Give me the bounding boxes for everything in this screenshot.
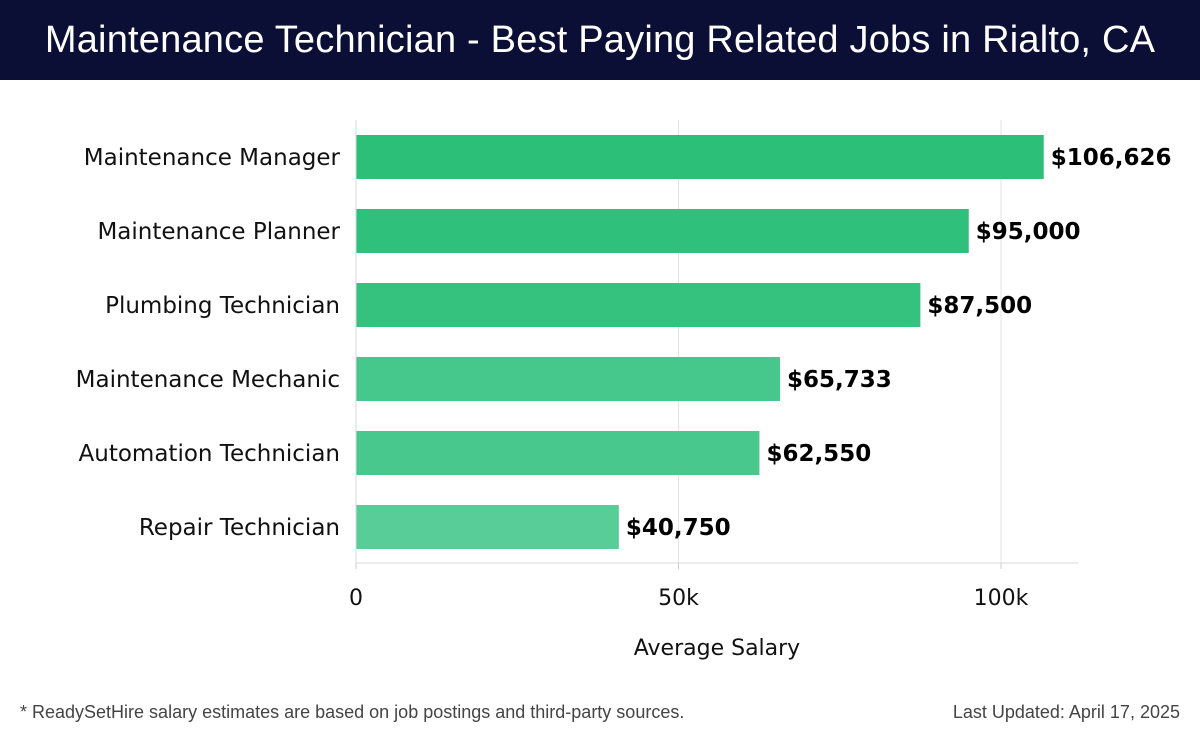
- bar-4: [356, 431, 760, 475]
- footer-note: * ReadySetHire salary estimates are base…: [20, 702, 685, 722]
- last-updated: Last Updated: April 17, 2025: [952, 702, 1180, 722]
- axis-layer: 0 50k 100k Average Salary Maintenance Manage…: [76, 120, 1172, 661]
- bar-0: [356, 135, 1044, 179]
- category-label: Maintenance Mechanic: [76, 367, 340, 393]
- page-title: Maintenance Technician - Best Paying Rel…: [44, 18, 1156, 61]
- category-label: Automation Technician: [79, 441, 340, 467]
- header-banner: Maintenance Technician - Best Paying Rel…: [0, 0, 1200, 80]
- category-label: Repair Technician: [139, 515, 340, 541]
- category-label: Maintenance Planner: [97, 219, 340, 245]
- x-tick-label: 0: [349, 586, 363, 611]
- bar-5: [356, 505, 619, 549]
- bar-1: [356, 209, 969, 253]
- bar-2: [356, 283, 921, 327]
- x-tick-label: 100k: [974, 586, 1029, 611]
- value-label: $95,000: [976, 219, 1081, 245]
- category-label: Plumbing Technician: [105, 293, 340, 319]
- category-label: Maintenance Manager: [84, 145, 341, 171]
- value-label: $62,550: [766, 441, 871, 467]
- bar-layer: [356, 135, 1044, 549]
- bar-3: [356, 357, 780, 401]
- bar-chart: 0 50k 100k Average Salary Maintenance Manage…: [76, 120, 1172, 661]
- x-tick-label: 50k: [658, 586, 699, 611]
- value-label: $65,733: [787, 367, 892, 393]
- value-label: $106,626: [1051, 145, 1172, 171]
- x-axis-title: Average Salary: [634, 636, 800, 661]
- value-label: $40,750: [626, 515, 731, 541]
- grid-layer: [678, 120, 1002, 563]
- value-label: $87,500: [927, 293, 1032, 319]
